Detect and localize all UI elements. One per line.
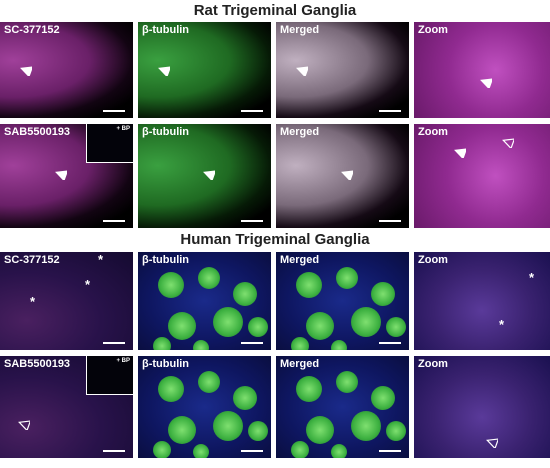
inset-label: + BP (116, 126, 130, 132)
image-panel: SC-377152 (0, 22, 133, 118)
cell (371, 282, 395, 306)
image-panel: Merged (276, 22, 409, 118)
cell (248, 317, 268, 337)
scale-bar (103, 110, 125, 112)
cell (291, 441, 309, 458)
cell (158, 376, 184, 402)
cell (371, 386, 395, 410)
cell (153, 337, 171, 350)
cell (248, 421, 268, 441)
cell (198, 371, 220, 393)
panel-label: Zoom (418, 254, 448, 266)
cell (168, 312, 196, 340)
cell (233, 282, 257, 306)
asterisk: * (529, 270, 535, 285)
scale-bar (241, 342, 263, 344)
arrowhead (158, 66, 170, 76)
scale-bar (379, 342, 401, 344)
scale-bar (379, 450, 401, 452)
panel-label: β-tubulin (142, 126, 190, 138)
panel-label: Merged (280, 254, 320, 266)
panel-label: β-tubulin (142, 24, 190, 36)
arrowhead (20, 66, 32, 76)
image-panel: SAB5500193 + BP (0, 356, 133, 458)
image-panel: Merged (276, 356, 409, 458)
scale-bar (103, 220, 125, 222)
cell (386, 317, 406, 337)
section-title: Rat Trigeminal Ganglia (193, 2, 357, 19)
cell (198, 267, 220, 289)
cell (291, 337, 309, 350)
scale-bar (379, 220, 401, 222)
arrowhead (480, 78, 492, 88)
asterisk: * (30, 294, 36, 309)
asterisk: * (85, 277, 91, 292)
image-panel: Zoom (414, 22, 550, 118)
section-title: Human Trigeminal Ganglia (180, 231, 370, 248)
cell (386, 421, 406, 441)
scale-bar (241, 450, 263, 452)
cell (193, 340, 209, 350)
scale-bar (379, 110, 401, 112)
arrowhead (55, 170, 67, 180)
image-panel: β-tubulin (138, 252, 271, 350)
cell (193, 444, 209, 458)
panel-label: Zoom (418, 24, 448, 36)
cell (213, 411, 243, 441)
inset-panel: + BP (86, 124, 133, 163)
panel-label: SAB5500193 (4, 358, 71, 370)
image-panel: β-tubulin (138, 22, 271, 118)
image-panel: Merged (276, 252, 409, 350)
cell (296, 272, 322, 298)
arrowhead (454, 148, 466, 158)
panel-label: SC-377152 (4, 24, 60, 36)
asterisk: * (499, 317, 505, 332)
cell (168, 416, 196, 444)
panel-label: β-tubulin (142, 254, 190, 266)
panel-label: Merged (280, 126, 320, 138)
cell (336, 267, 358, 289)
image-panel: Zoom * * (414, 252, 550, 350)
cell (158, 272, 184, 298)
cell (331, 444, 347, 458)
cell (351, 411, 381, 441)
panel-label: Merged (280, 24, 320, 36)
panel-label: SC-377152 (4, 254, 60, 266)
cell (296, 376, 322, 402)
image-panel: SAB5500193 + BP (0, 124, 133, 228)
scale-bar (103, 342, 125, 344)
inset-label: + BP (116, 358, 130, 364)
arrowhead (296, 66, 308, 76)
arrowhead (18, 420, 30, 430)
scale-bar (241, 110, 263, 112)
panel-label: β-tubulin (142, 358, 190, 370)
cell (306, 416, 334, 444)
panel-label: Merged (280, 358, 320, 370)
panel-label: SAB5500193 (4, 126, 71, 138)
cell (336, 371, 358, 393)
cell (153, 441, 171, 458)
cell (331, 340, 347, 350)
panel-label: Zoom (418, 358, 448, 370)
cell (306, 312, 334, 340)
image-panel: Merged (276, 124, 409, 228)
arrowhead (341, 170, 353, 180)
cell (351, 307, 381, 337)
inset-panel: + BP (86, 356, 133, 395)
image-panel: β-tubulin (138, 124, 271, 228)
arrowhead (486, 438, 498, 448)
scale-bar (241, 220, 263, 222)
cell (233, 386, 257, 410)
scale-bar (103, 450, 125, 452)
arrowhead (502, 138, 514, 148)
image-panel: SC-377152 * * * (0, 252, 133, 350)
image-panel: Zoom (414, 124, 550, 228)
panel-label: Zoom (418, 126, 448, 138)
cell (213, 307, 243, 337)
image-panel: Zoom (414, 356, 550, 458)
arrowhead (203, 170, 215, 180)
image-panel: β-tubulin (138, 356, 271, 458)
asterisk: * (98, 252, 104, 267)
